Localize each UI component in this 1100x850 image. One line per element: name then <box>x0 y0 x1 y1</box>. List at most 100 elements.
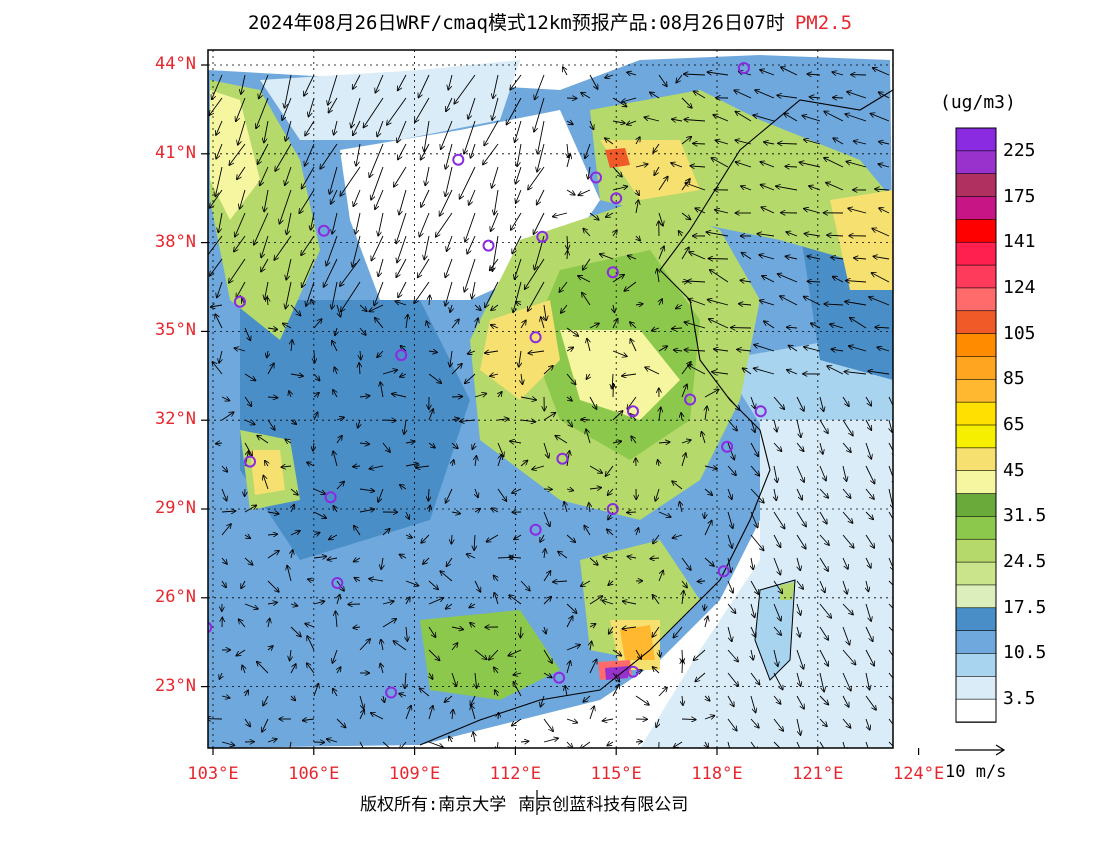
wind-arrow <box>635 742 642 743</box>
wind-arrow <box>464 120 476 154</box>
wind-arrow <box>369 304 384 311</box>
wind-arrow <box>705 696 710 701</box>
wind-arrow <box>415 97 430 122</box>
wind-arrow <box>544 626 546 634</box>
wind-arrow <box>257 662 269 674</box>
wind-arrow <box>888 672 893 679</box>
wind-arrow <box>589 596 602 605</box>
wind-arrow <box>364 97 384 127</box>
wind-arrow <box>464 258 476 292</box>
lat-label: 23°N <box>155 675 196 696</box>
wind-arrow <box>865 557 871 568</box>
wind-arrow <box>581 93 591 99</box>
wind-arrow <box>268 646 273 650</box>
wind-arrow <box>359 710 364 720</box>
wind-arrow <box>485 351 499 353</box>
wind-arrow <box>684 120 706 122</box>
wind-arrow <box>330 166 338 194</box>
wind-arrow <box>796 580 803 589</box>
wind-arrow <box>353 466 361 467</box>
wind-arrow <box>264 189 269 211</box>
wind-arrow <box>690 166 706 167</box>
wind-arrow <box>216 120 223 135</box>
wind-arrow <box>494 593 499 605</box>
wind-arrow <box>680 502 682 513</box>
wind-arrow <box>359 363 360 375</box>
wind-arrow <box>609 626 613 634</box>
wind-arrow <box>681 719 696 720</box>
wind-arrow <box>590 120 594 129</box>
wind-reference-label: 10 m/s <box>945 762 1007 782</box>
wind-arrow <box>512 718 522 726</box>
wind-arrow <box>400 741 407 748</box>
colorbar-unit: (ug/m3) <box>940 92 1016 113</box>
wind-arrow <box>274 235 292 260</box>
wind-arrow <box>471 705 476 720</box>
wind-arrow <box>612 319 618 329</box>
wind-arrow <box>672 119 683 121</box>
wind-arrow <box>261 258 269 272</box>
wind-arrow <box>687 281 706 282</box>
wind-arrow <box>797 557 800 570</box>
wind-arrow <box>474 534 475 550</box>
wind-arrow <box>451 534 452 544</box>
colorbar-frame <box>955 127 997 723</box>
wind-arrow <box>311 300 314 306</box>
wind-arrow <box>824 158 844 168</box>
wind-arrow <box>777 95 798 98</box>
wind-arrow <box>612 350 627 356</box>
wind-arrow <box>290 604 297 606</box>
city-marker <box>395 349 408 362</box>
lat-label: 44°N <box>155 54 196 74</box>
colorbar-swatch <box>955 538 997 563</box>
wind-arrow <box>631 436 637 444</box>
wind-arrow <box>405 535 412 538</box>
city-marker <box>324 491 337 504</box>
wind-arrow <box>256 97 269 128</box>
wind-arrow <box>842 465 847 481</box>
wind-arrow <box>681 362 691 375</box>
wind-arrow <box>423 557 430 564</box>
wind-arrow <box>679 231 682 237</box>
wind-arrow <box>419 74 430 97</box>
wind-arrow <box>537 143 545 172</box>
wind-arrow <box>267 328 277 330</box>
wind-arrow <box>356 143 361 166</box>
wind-arrow <box>447 557 453 566</box>
wind-arrow <box>268 619 270 628</box>
wind-arrow <box>445 166 453 196</box>
wind-arrow <box>705 741 708 748</box>
colorbar-swatch <box>955 333 997 358</box>
wind-arrow <box>210 97 223 115</box>
colorbar-swatch <box>955 561 997 586</box>
wind-arrow <box>336 436 342 444</box>
city-marker <box>737 62 750 74</box>
city-marker <box>606 266 619 279</box>
wind-arrow <box>658 571 663 582</box>
colorbar-label: 175 <box>1003 185 1036 207</box>
wind-arrow <box>734 90 752 99</box>
wind-arrow <box>450 304 452 312</box>
wind-arrow <box>819 396 824 411</box>
colorbar-swatch <box>955 607 997 632</box>
wind-arrow <box>498 455 502 467</box>
wind-arrow <box>672 481 683 490</box>
wind-arrow <box>543 718 553 731</box>
wind-arrow <box>394 641 407 651</box>
wind-arrow <box>371 713 384 720</box>
wind-arrow <box>750 419 755 432</box>
wind-arrow <box>865 465 875 483</box>
city-marker <box>684 393 697 406</box>
wind-arrow <box>796 718 801 735</box>
wind-arrow <box>267 739 277 742</box>
wind-arrow <box>359 443 369 444</box>
wind-arrow <box>888 626 893 632</box>
wind-arrow <box>833 138 844 145</box>
wind-arrow <box>490 258 499 270</box>
wind-arrow <box>514 534 522 539</box>
wind-arrow <box>328 558 338 560</box>
wind-arrow <box>428 741 443 747</box>
wind-arrow <box>398 74 407 90</box>
wind-arrow <box>773 580 782 593</box>
wind-arrow <box>517 143 522 166</box>
